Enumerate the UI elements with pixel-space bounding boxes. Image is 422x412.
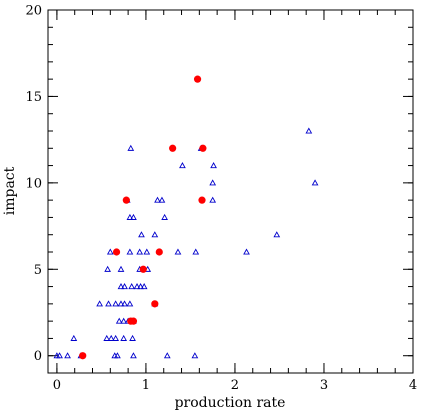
triangle-point xyxy=(96,300,103,307)
triangle-point xyxy=(210,162,217,169)
triangle-point xyxy=(117,283,125,290)
circle-point xyxy=(129,317,138,325)
triangle-point xyxy=(305,127,313,134)
triangle-point xyxy=(107,334,115,341)
triangle-point xyxy=(158,196,166,203)
triangle-point xyxy=(112,300,120,307)
circle-point xyxy=(112,248,121,256)
triangle-point xyxy=(112,334,120,341)
circle-point xyxy=(151,300,159,308)
triangle-point xyxy=(117,300,125,307)
triangle-point xyxy=(151,231,159,238)
triangle-point xyxy=(179,162,186,169)
triangle-point xyxy=(104,265,112,272)
y-tick-label: 0 xyxy=(34,349,42,364)
triangle-point xyxy=(103,334,111,341)
circle-point xyxy=(155,248,163,256)
triangle-point xyxy=(130,352,137,359)
circle-point xyxy=(193,75,202,83)
triangle-point xyxy=(106,248,114,255)
triangle-point xyxy=(126,213,134,220)
axis-ticks xyxy=(48,9,414,374)
triangle-point xyxy=(70,334,78,341)
y-tick-label: 10 xyxy=(25,176,42,191)
x-axis-label: production rate xyxy=(175,395,286,411)
axis-tick-labels: 0 1 2 3 4 0 5 10 15 20 xyxy=(25,4,417,394)
plot-frame xyxy=(47,9,414,374)
triangle-point xyxy=(133,283,141,290)
data-points xyxy=(53,75,319,360)
triangle-point xyxy=(120,334,128,341)
y-axis-label: impact xyxy=(2,166,18,215)
x-tick-label: 2 xyxy=(231,378,239,393)
triangle-point xyxy=(163,352,171,359)
y-tick-label: 15 xyxy=(25,90,42,105)
triangle-point xyxy=(192,248,200,255)
triangle-point xyxy=(136,248,144,255)
triangle-point xyxy=(129,334,136,341)
y-tick-label: 5 xyxy=(34,263,42,278)
triangle-point xyxy=(154,196,161,203)
triangle-point xyxy=(138,231,145,238)
triangle-point xyxy=(56,352,63,359)
triangle-point xyxy=(273,231,281,238)
triangle-point xyxy=(105,300,112,307)
circle-point xyxy=(169,144,177,152)
x-tick-label: 3 xyxy=(320,378,328,393)
triangle-point xyxy=(209,179,217,186)
triangle-point xyxy=(64,352,71,359)
triangle-point xyxy=(243,248,250,255)
triangle-point xyxy=(174,248,182,255)
triangle-point xyxy=(209,196,217,203)
triangle-point xyxy=(117,265,125,272)
triangle-point xyxy=(140,283,148,290)
x-tick-label: 0 xyxy=(53,378,61,393)
x-tick-label: 4 xyxy=(409,378,417,393)
triangle-point xyxy=(126,300,134,307)
circle-point xyxy=(122,196,130,204)
y-tick-label: 20 xyxy=(25,4,42,19)
triangle-point xyxy=(121,300,128,307)
x-tick-label: 1 xyxy=(142,378,150,393)
triangle-point xyxy=(114,352,121,359)
triangle-point xyxy=(143,248,151,255)
triangle-point xyxy=(311,179,319,186)
triangle-point xyxy=(161,213,168,220)
circle-point xyxy=(79,352,87,360)
triangle-point xyxy=(120,317,128,324)
triangle-point xyxy=(191,352,199,359)
triangle-point xyxy=(130,213,137,220)
triangle-point xyxy=(126,248,134,255)
triangle-point xyxy=(128,283,136,290)
circle-point xyxy=(198,196,206,204)
triangle-point xyxy=(127,144,135,151)
triangle-point xyxy=(121,283,128,290)
triangle-point xyxy=(137,283,144,290)
circle-point xyxy=(199,144,207,152)
triangle-point xyxy=(115,317,123,324)
circle-point xyxy=(139,265,147,273)
